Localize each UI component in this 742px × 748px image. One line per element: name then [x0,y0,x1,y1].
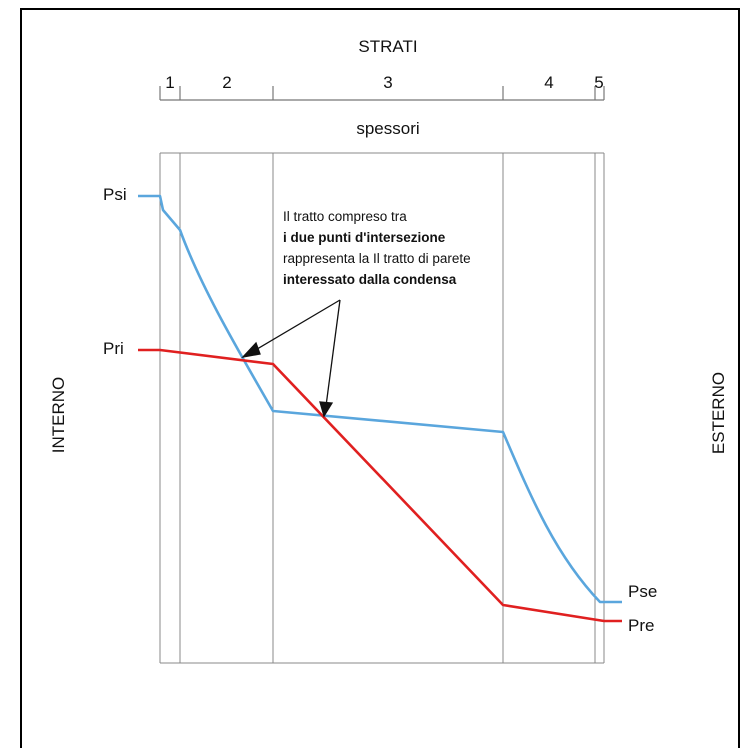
layer-label-2: 2 [222,73,231,92]
strati-label: STRATI [358,37,417,56]
arrow-head-left [241,341,261,358]
layer-label-1: 1 [165,73,174,92]
layer-label-5: 5 [594,73,603,92]
annotation-line: i due punti d'intersezione [283,230,446,245]
interno-label: INTERNO [49,377,68,454]
esterno-label: ESTERNO [709,372,728,454]
pri-label: Pri [103,339,124,358]
arrow-line-right [325,299,341,407]
annotation-text: Il tratto compreso tra i due punti d'int… [283,209,471,287]
saturation-pressure-curve [138,194,622,604]
figure-frame [20,8,740,748]
psi-label: Psi [103,185,127,204]
arrow-line-left [251,299,341,353]
pre-label: Pre [628,616,654,635]
layer-scale [159,86,605,101]
arrow-head-right [319,401,334,418]
annotation-line: rappresenta la Il tratto di parete [283,251,471,266]
layer-label-4: 4 [544,73,553,92]
spessori-label: spessori [356,119,419,138]
annotation-line: interessato dalla condensa [283,272,457,287]
layer-label-3: 3 [383,73,392,92]
wall-section [159,152,605,664]
annotation-line: Il tratto compreso tra [283,209,407,224]
real-pressure-curve [138,348,622,623]
annotation-arrows [241,299,341,418]
pse-label: Pse [628,582,657,601]
